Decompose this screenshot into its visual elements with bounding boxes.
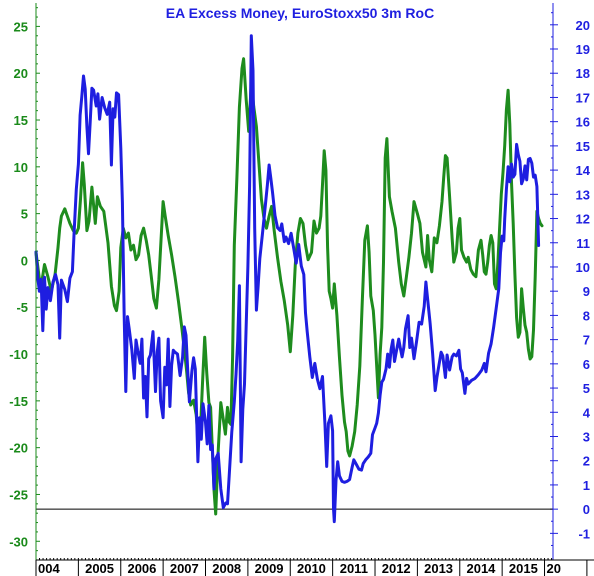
left-tick-label: 15	[14, 113, 28, 128]
right-tick-label: 0	[583, 502, 590, 517]
chart-title: EA Excess Money, EuroStoxx50 3m RoC	[166, 5, 434, 21]
series-layer	[34, 34, 544, 524]
right-tick-label: 11	[576, 236, 590, 251]
left-tick-label: 10	[14, 160, 28, 175]
left-tick-label: -15	[9, 394, 28, 409]
right-tick-label: 12	[576, 212, 590, 227]
left-tick-label: 5	[21, 207, 28, 222]
green-series-line	[34, 57, 544, 516]
right-tick-label: 19	[576, 42, 590, 57]
right-tick-label: -1	[578, 526, 590, 541]
right-tick-label: 17	[576, 90, 590, 105]
left-tick-label: -30	[9, 534, 28, 549]
x-tick-label: 2014	[466, 561, 496, 576]
right-tick-label: 8	[583, 308, 590, 323]
left-tick-label: 0	[21, 253, 28, 268]
x-tick-label: 2011	[340, 561, 368, 576]
right-tick-label: 15	[576, 139, 590, 154]
right-tick-label: 16	[576, 115, 590, 130]
left-tick-label: -10	[9, 347, 28, 362]
x-tick-label: 004	[38, 561, 60, 576]
right-tick-label: 14	[576, 163, 591, 178]
x-tick-label: 20	[547, 561, 561, 576]
right-tick-label: 3	[583, 429, 590, 444]
right-tick-label: 5	[583, 381, 590, 396]
x-tick-label: 2012	[382, 561, 411, 576]
right-tick-label: 18	[576, 66, 590, 81]
left-tick-label: 20	[14, 66, 28, 81]
blue-series-line	[34, 34, 541, 524]
right-tick-label: 2	[583, 454, 590, 469]
right-tick-label: 6	[583, 357, 590, 372]
right-tick-label: 9	[583, 284, 590, 299]
x-tick-label: 2010	[297, 561, 326, 576]
x-axis: 004 2005 2006 2007 2008 2009 2010 2011 2012 2013 2…	[35, 558, 588, 576]
left-tick-label: -5	[16, 300, 28, 315]
right-tick-label: 1	[583, 478, 590, 493]
right-tick-label: 4	[583, 405, 591, 420]
x-tick-label: 2007	[170, 561, 199, 576]
x-tick-label: 2006	[127, 561, 156, 576]
right-tick-label: 10	[576, 260, 590, 275]
x-tick-label: 2015	[509, 561, 538, 576]
right-tick-label: 7	[583, 333, 590, 348]
right-tick-label: 13	[576, 187, 590, 202]
left-tick-label: -20	[9, 441, 28, 456]
x-tick-label: 2013	[424, 561, 453, 576]
x-tick-label: 2008	[212, 561, 241, 576]
left-tick-label: 25	[14, 19, 28, 34]
left-tick-label: -25	[9, 487, 28, 502]
x-tick-label: 2009	[255, 561, 284, 576]
right-tick-label: 20	[576, 18, 590, 33]
x-tick-label: 2005	[85, 561, 114, 576]
